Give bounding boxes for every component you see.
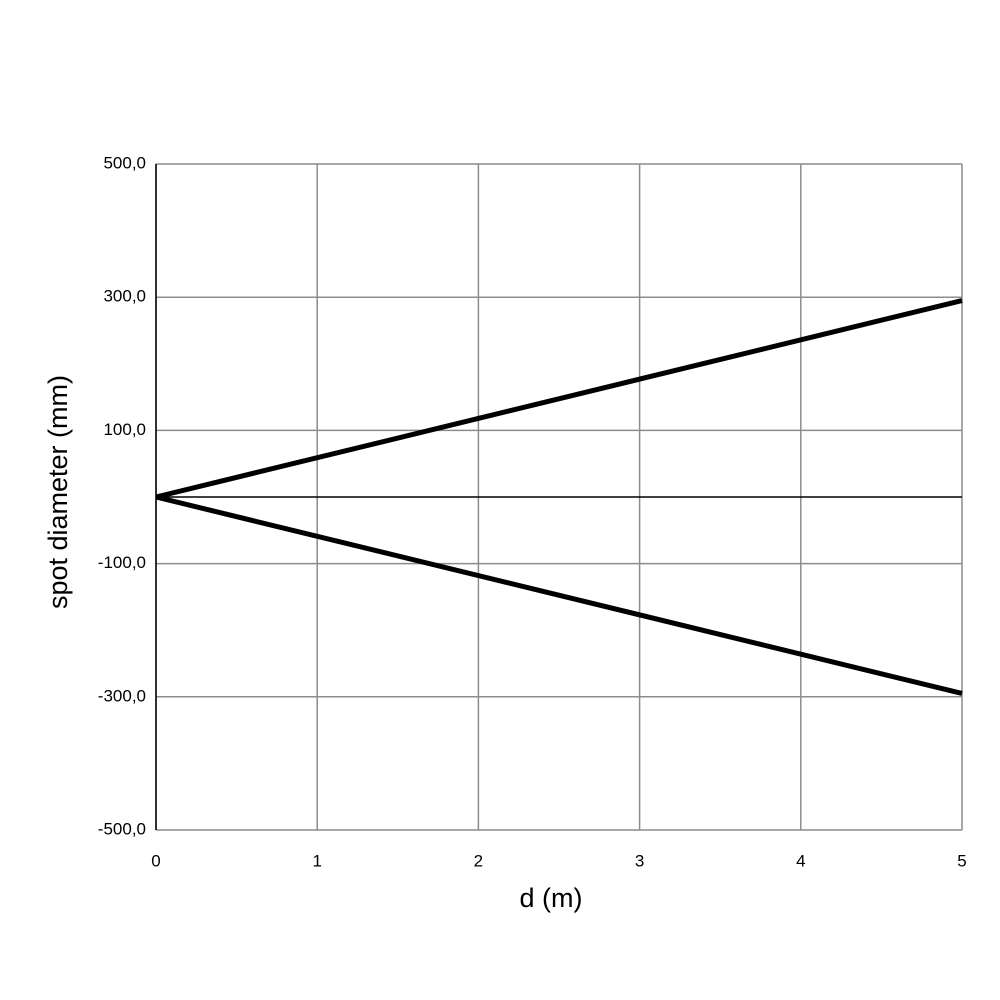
line-series — [155, 298, 963, 500]
y-axis-title: spot diameter (mm) — [43, 375, 73, 609]
y-tick-label: 300,0 — [103, 287, 146, 306]
line-series — [155, 494, 963, 696]
x-tick-label: 3 — [635, 851, 644, 870]
x-tick-label: 2 — [474, 851, 483, 870]
y-tick-label: -100,0 — [98, 553, 146, 572]
x-tick-label: 0 — [151, 851, 160, 870]
x-tick-label: 5 — [957, 851, 966, 870]
x-axis-title: d (m) — [520, 883, 583, 913]
y-tick-label: -500,0 — [98, 819, 146, 838]
y-tick-label: 100,0 — [103, 420, 146, 439]
x-tick-label: 4 — [796, 851, 805, 870]
x-tick-label: 1 — [312, 851, 321, 870]
y-tick-label: -300,0 — [98, 686, 146, 705]
y-tick-label: 500,0 — [103, 153, 146, 172]
